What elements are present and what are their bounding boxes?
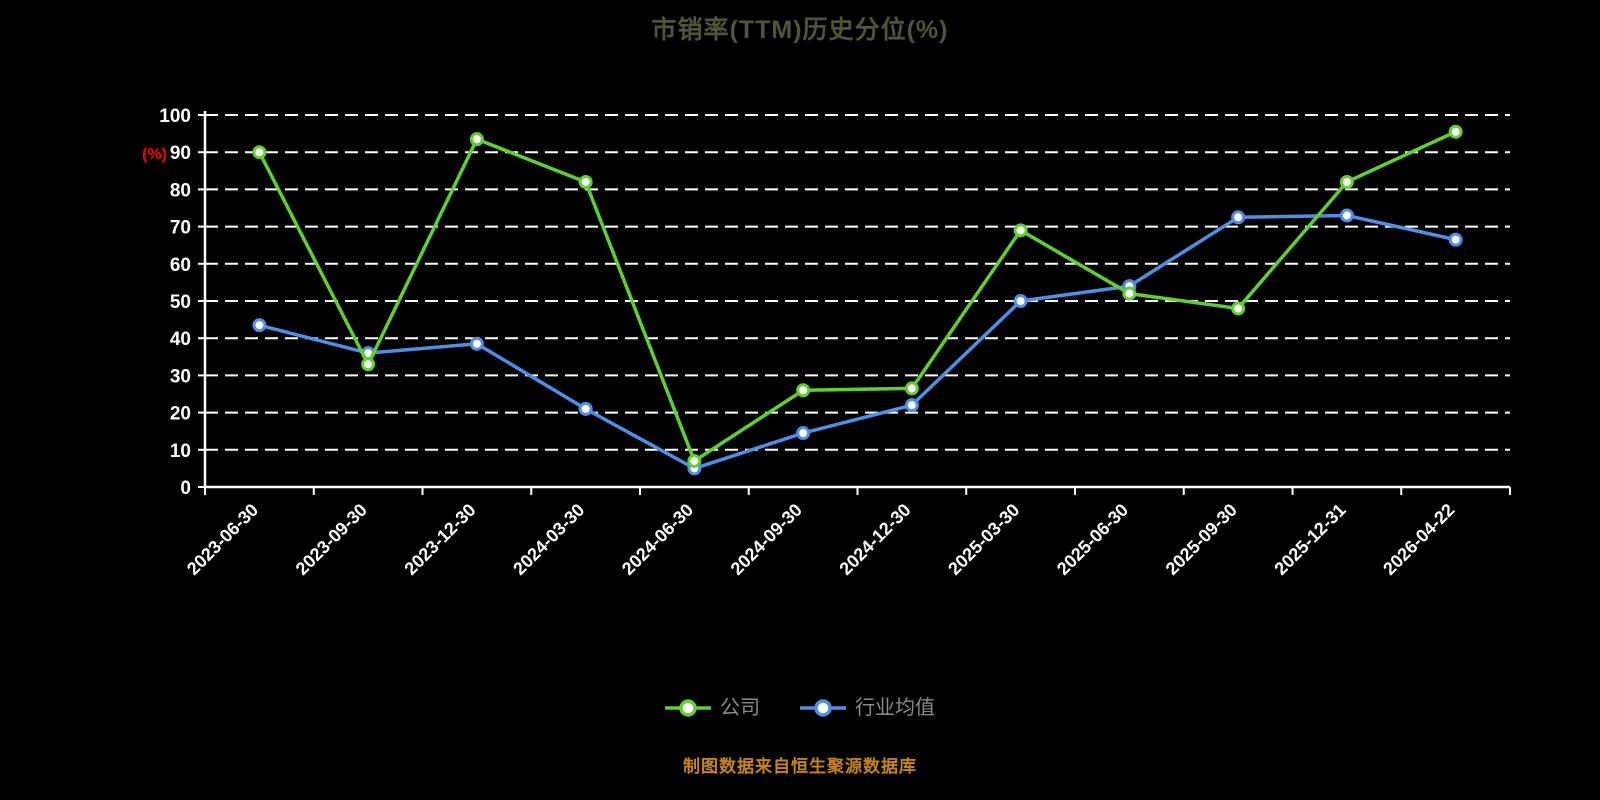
- y-tick-label-50: 50: [170, 292, 191, 313]
- y-tick-label-70: 70: [170, 218, 191, 239]
- company-point-5: [796, 383, 811, 398]
- x-tick-label-1: 2023-09-30: [292, 500, 371, 579]
- industry-avg-point-0: [252, 318, 267, 333]
- x-tick-label-10: 2025-12-31: [1270, 500, 1349, 579]
- industry-avg-series-marker-icon: [800, 699, 846, 717]
- y-tick-label-40: 40: [170, 329, 191, 350]
- y-tick-label-60: 60: [170, 255, 191, 276]
- y-tick-label-30: 30: [170, 366, 191, 387]
- industry-avg-point-10: [1339, 208, 1354, 223]
- y-tick-label-0: 0: [180, 478, 191, 499]
- company-point-7: [1013, 223, 1028, 238]
- industry-avg-point-3: [578, 401, 593, 416]
- y-axis-unit-label: (%): [142, 146, 167, 163]
- y-tick-label-90: 90: [170, 143, 191, 164]
- chart-title: 市销率(TTM)历史分位(%): [651, 16, 949, 44]
- company-line: [257, 129, 1458, 463]
- x-tick-label-4: 2024-06-30: [618, 500, 697, 579]
- company-point-0: [252, 145, 267, 160]
- legend-label-industry-avg: 行业均值: [855, 697, 935, 719]
- company-point-1: [361, 357, 376, 372]
- data-source-note: 制图数据来自恒生聚源数据库: [683, 757, 917, 776]
- industry-avg-point-2: [469, 336, 484, 351]
- x-tick-label-2: 2023-12-30: [400, 500, 479, 579]
- industry-avg-line: [257, 213, 1458, 471]
- company-point-2: [469, 132, 484, 147]
- legend-item-industry-avg[interactable]: 行业均值: [800, 698, 935, 718]
- y-tick-label-100: 100: [159, 106, 191, 127]
- company-point-3: [578, 174, 593, 189]
- industry-avg-point-9: [1231, 210, 1246, 225]
- industry-avg-point-5: [796, 426, 811, 441]
- x-tick-label-3: 2024-03-30: [509, 500, 588, 579]
- x-tick-label-7: 2025-03-30: [944, 500, 1023, 579]
- legend-label-company: 公司: [720, 697, 760, 719]
- legend: 公司 行业均值: [0, 698, 1600, 718]
- x-tick-label-8: 2025-06-30: [1053, 500, 1132, 579]
- legend-item-company[interactable]: 公司: [665, 698, 760, 718]
- x-tick-label-0: 2023-06-30: [183, 500, 262, 579]
- company-point-8: [1122, 286, 1137, 301]
- industry-avg-point-6: [904, 398, 919, 413]
- line-chart: 0 10 20 30 40 50 60 70 80 90 100 2023-06-30 2023-09-…: [159, 106, 1511, 579]
- company-point-11: [1448, 124, 1463, 139]
- industry-avg-point-7: [1013, 294, 1028, 308]
- company-point-9: [1231, 301, 1246, 316]
- y-tick-label-10: 10: [170, 441, 191, 462]
- x-tick-label-6: 2024-12-30: [835, 500, 914, 579]
- company-point-6: [904, 381, 919, 396]
- x-tick-label-9: 2025-09-30: [1162, 500, 1241, 579]
- industry-avg-point-11: [1448, 232, 1463, 247]
- company-series-marker-icon: [665, 699, 711, 717]
- x-tick-label-11: 2026-04-22: [1379, 500, 1458, 579]
- y-tick-label-80: 80: [170, 180, 191, 201]
- x-tick-label-5: 2024-09-30: [727, 500, 806, 579]
- y-tick-label-20: 20: [170, 404, 191, 425]
- company-point-4: [687, 453, 702, 468]
- company-point-10: [1339, 174, 1354, 189]
